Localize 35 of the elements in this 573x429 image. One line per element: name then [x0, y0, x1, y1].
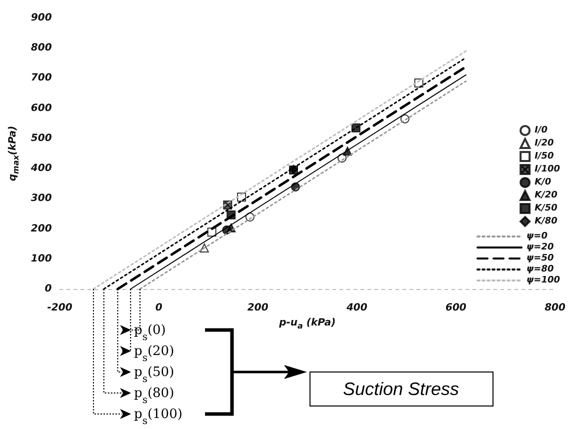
legend-label: K/50 [534, 204, 558, 214]
legend-label: I/50 [534, 152, 554, 162]
x-tick-label: 0 [155, 302, 162, 314]
x-tick-label: 600 [446, 302, 466, 314]
legend-label: K/80 [534, 216, 558, 226]
legend-label: I/20 [534, 138, 554, 148]
y-tick-label: 0 [44, 284, 52, 294]
x-tick-label: 200 [247, 302, 268, 314]
legend-label: K/20 [534, 190, 558, 200]
x-tick-label: -200 [47, 302, 72, 314]
y-tick-label: 700 [30, 72, 52, 84]
y-tick-label: 900 [30, 12, 52, 24]
annotation: p$_{s}$(80) [134, 386, 174, 406]
y-tick-label: 500 [30, 132, 52, 144]
legend-label: ψ=80 [526, 264, 554, 274]
y-tick-label: 600 [30, 102, 52, 114]
text: Suction Stress [342, 379, 460, 399]
y-tick-label: 400 [30, 163, 52, 174]
annotation: p$_{s}$(100) [134, 407, 182, 426]
legend-label: K/0 [534, 178, 552, 188]
y-tick-label: 200 [30, 223, 52, 234]
annotation: p$_{s}$(20) [134, 344, 174, 364]
legend-label: ψ=50 [526, 254, 554, 264]
annotation: p$_{s}$(50) [134, 365, 174, 384]
legend-label: ψ=100 [526, 276, 560, 286]
legend-label: I/0 [534, 126, 548, 136]
x-tick-label: 400 [345, 302, 368, 314]
y-tick-label: 100 [30, 253, 52, 264]
y-axis-title: qmax(kPa) [8, 126, 20, 182]
y-tick-label: 300 [30, 193, 52, 204]
legend-label: ψ=0 [526, 232, 548, 242]
x-tick-label: 800 [544, 302, 566, 314]
y-tick-label: 800 [30, 42, 52, 54]
legend-label: ψ=20 [526, 242, 554, 252]
legend-label: I/100 [534, 164, 560, 174]
